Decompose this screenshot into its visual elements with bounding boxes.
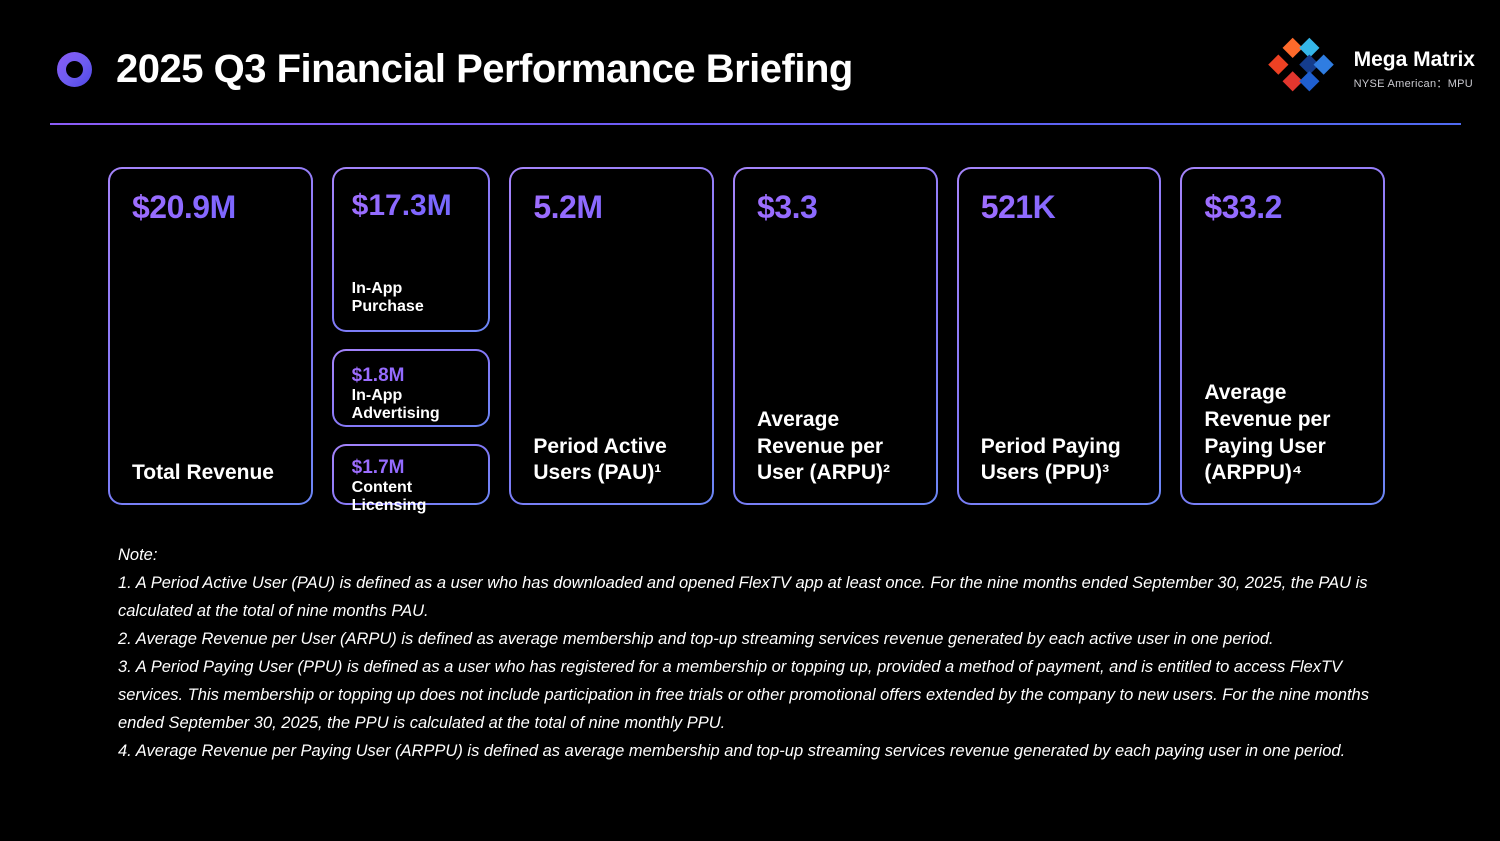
metric-label: Average Revenue per User (ARPU)²: [757, 408, 891, 485]
header-divider: [50, 123, 1461, 125]
breakdown-label: In-App Purchase: [351, 280, 424, 315]
metric-value: 521K: [981, 189, 1140, 226]
mega-matrix-logo-icon: [1260, 36, 1342, 103]
metric-card-arpu: $3.3 Average Revenue per User (ARPU)²: [733, 167, 938, 505]
metric-card-total-revenue: $20.9M Total Revenue: [108, 167, 313, 505]
title-ring-icon: [57, 52, 92, 87]
note-item: 2. Average Revenue per User (ARPU) is de…: [118, 630, 1274, 648]
breakdown-card-content-licensing: $1.7M Content Licensing: [332, 444, 491, 514]
breakdown-card-in-app-advertising: $1.8M In-App Advertising: [332, 349, 491, 427]
note-item: 3. A Period Paying User (PPU) is defined…: [118, 658, 1369, 732]
breakdown-value: $17.3M: [352, 189, 471, 223]
metric-label: Average Revenue per Paying User (ARPPU)⁴: [1204, 381, 1331, 485]
metric-label: Period Active Users (PAU)¹: [533, 434, 667, 485]
metric-label: Total Revenue: [132, 461, 274, 485]
breakdown-value: $1.7M: [352, 457, 471, 479]
notes-heading: Note:: [118, 546, 158, 564]
title-group: 2025 Q3 Financial Performance Briefing: [57, 47, 853, 92]
header: 2025 Q3 Financial Performance Briefing M…: [0, 0, 1500, 103]
brand-ticker: NYSE American：MPU: [1353, 77, 1474, 90]
page-title: 2025 Q3 Financial Performance Briefing: [116, 47, 853, 91]
metric-card-pau: 5.2M Period Active Users (PAU)¹: [509, 167, 714, 505]
breakdown-value: $1.8M: [352, 365, 471, 387]
metric-value: $20.9M: [132, 189, 291, 226]
notes-section: Note: 1. A Period Active User (PAU) is d…: [118, 541, 1373, 765]
metric-card-arppu: $33.2 Average Revenue per Paying User (A…: [1180, 167, 1385, 505]
metric-card-ppu: 521K Period Paying Users (PPU)³: [957, 167, 1162, 505]
breakdown-label: Content Licensing: [351, 479, 427, 514]
metrics-row: $20.9M Total Revenue $17.3M In-App Purch…: [108, 167, 1385, 514]
breakdown-label: In-App Advertising: [351, 387, 440, 422]
brand-name: Mega Matrix: [1353, 48, 1475, 72]
note-item: 1. A Period Active User (PAU) is defined…: [118, 574, 1368, 620]
metric-value: $33.2: [1204, 189, 1363, 226]
brand: Mega Matrix NYSE American：MPU: [1260, 36, 1475, 103]
breakdown-card-in-app-purchase: $17.3M In-App Purchase: [332, 167, 491, 332]
metric-label: Period Paying Users (PPU)³: [980, 434, 1121, 485]
brand-text: Mega Matrix NYSE American：MPU: [1354, 48, 1475, 90]
revenue-breakdown-column: $17.3M In-App Purchase $1.8M In-App Adve…: [332, 167, 491, 514]
note-item: 4. Average Revenue per Paying User (ARPP…: [118, 742, 1346, 760]
metric-value: $3.3: [757, 189, 916, 226]
metric-value: 5.2M: [533, 189, 692, 226]
